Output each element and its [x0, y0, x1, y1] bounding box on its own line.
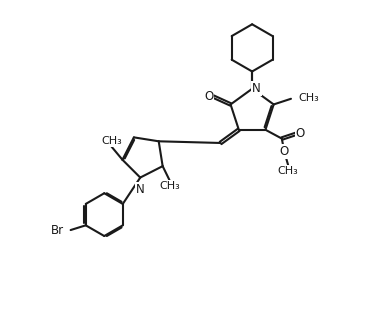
Text: CH₃: CH₃ [159, 181, 180, 191]
Text: N: N [252, 82, 261, 95]
Text: O: O [280, 145, 289, 158]
Text: N: N [136, 183, 145, 196]
Text: O: O [296, 127, 305, 140]
Text: CH₃: CH₃ [278, 166, 298, 176]
Text: O: O [204, 90, 213, 103]
Text: Br: Br [50, 223, 64, 237]
Text: CH₃: CH₃ [101, 136, 122, 146]
Text: CH₃: CH₃ [298, 93, 319, 103]
